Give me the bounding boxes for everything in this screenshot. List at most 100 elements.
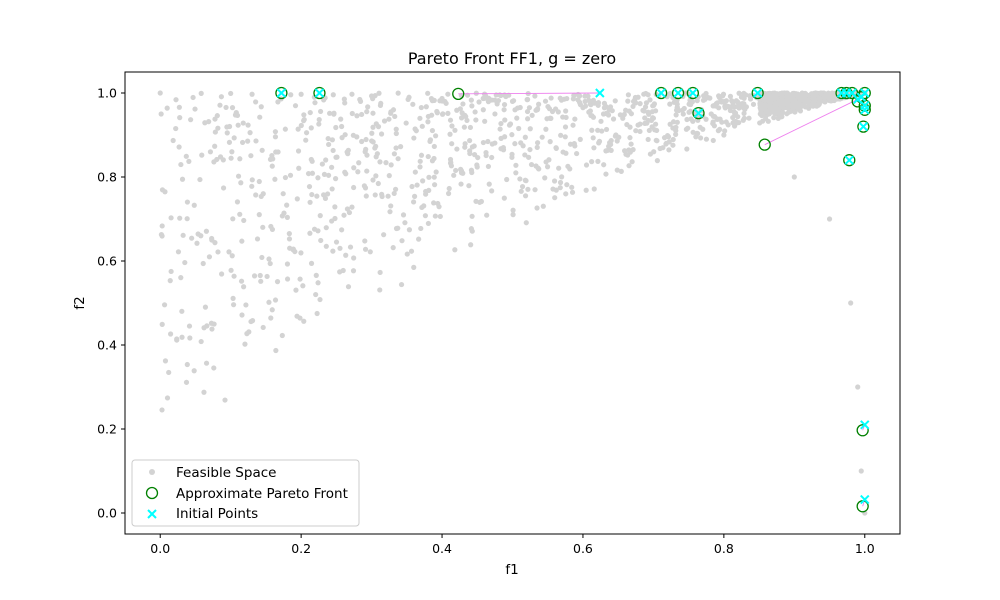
feasible-point (432, 182, 438, 188)
initial-point (688, 88, 698, 98)
pareto-front-point (692, 107, 705, 120)
feasible-point (589, 127, 595, 133)
feasible-point (331, 110, 337, 116)
feasible-point (417, 115, 423, 121)
feasible-point (332, 204, 338, 210)
initial-point (595, 88, 605, 98)
feasible-point (272, 134, 279, 140)
feasible-point (708, 111, 714, 117)
feasible-point (469, 103, 475, 109)
feasible-point (377, 287, 383, 293)
feasible-point (345, 147, 351, 153)
feasible-point (514, 105, 521, 111)
feasible-point (370, 124, 376, 130)
feasible-point (379, 193, 385, 200)
feasible-point (519, 183, 526, 190)
feasible-point (188, 117, 194, 123)
plot-frame (124, 71, 901, 535)
pareto-front-point (686, 86, 700, 100)
feasible-point (166, 369, 172, 376)
feasible-point (319, 161, 325, 167)
feasible-point (637, 128, 643, 135)
feasible-point (445, 91, 451, 97)
feasible-point (207, 149, 214, 155)
feasible-point (325, 135, 331, 142)
feasible-point (781, 105, 787, 111)
feasible-point (643, 90, 649, 97)
feasible-point (388, 162, 394, 168)
feasible-point (829, 90, 836, 97)
feasible-point (498, 120, 504, 127)
feasible-point (472, 109, 478, 115)
feasible-point (452, 127, 458, 133)
feasible-point (330, 147, 336, 154)
feasible-point (249, 183, 255, 189)
feasible-point (341, 96, 347, 102)
feasible-point (410, 199, 417, 205)
feasible-point (314, 193, 320, 199)
feasible-point (542, 98, 549, 104)
feasible-point (649, 109, 655, 115)
feasible-point (362, 246, 369, 252)
feasible-point (201, 325, 207, 331)
feasible-point (466, 183, 472, 189)
feasible-point (308, 125, 314, 131)
feasible-point (605, 147, 611, 153)
feasible-point (381, 232, 387, 238)
feasible-point (569, 184, 575, 190)
pareto-front-point (275, 86, 288, 100)
feasible-point (184, 216, 190, 222)
feasible-point (525, 186, 531, 192)
feasible-point (526, 105, 533, 111)
feasible-point (230, 295, 236, 301)
feasible-point (224, 124, 230, 130)
feasible-point (272, 297, 279, 303)
feasible-point (526, 154, 532, 160)
feasible-point (425, 113, 431, 120)
feasible-point (399, 238, 405, 244)
feasible-point (244, 331, 250, 337)
feasible-point (161, 302, 168, 308)
feasible-point (217, 102, 223, 108)
feasible-point (645, 136, 651, 143)
feasible-point (583, 162, 590, 168)
feasible-point (535, 165, 541, 171)
feasible-point (771, 95, 777, 101)
feasible-point (182, 259, 188, 266)
feasible-point (644, 120, 650, 126)
feasible-point (342, 132, 348, 138)
feasible-point (447, 117, 454, 123)
feasible-point (646, 111, 652, 117)
feasible-point (825, 90, 831, 96)
feasible-point (189, 235, 195, 241)
feasible-point (315, 280, 321, 286)
feasible-point (365, 104, 371, 110)
feasible-point (296, 165, 302, 171)
feasible-point (295, 126, 301, 132)
initial-points-layer (276, 88, 870, 505)
feasible-point (556, 165, 562, 171)
feasible-point (610, 116, 617, 122)
feasible-point (670, 119, 677, 125)
feasible-point (333, 124, 339, 131)
feasible-point (398, 144, 404, 150)
feasible-point (267, 260, 273, 267)
feasible-point (422, 213, 428, 219)
feasible-point (596, 138, 603, 144)
feasible-point (351, 165, 357, 171)
feasible-point (425, 119, 431, 125)
feasible-point (301, 318, 307, 324)
feasible-point (332, 215, 338, 222)
pareto-front-point (758, 138, 771, 151)
feasible-point (502, 117, 508, 123)
feasible-point (173, 125, 179, 132)
feasible-point (601, 105, 608, 111)
feasible-point (253, 99, 259, 105)
feasible-point (300, 283, 306, 289)
feasible-point (673, 131, 679, 138)
feasible-point (269, 226, 276, 233)
feasible-point (340, 267, 346, 274)
feasible-point (732, 112, 738, 118)
feasible-point (772, 110, 778, 117)
feasible-point (217, 154, 224, 160)
